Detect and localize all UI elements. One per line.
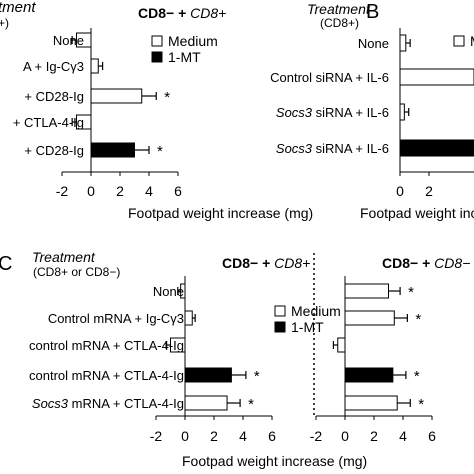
x-tick-label: 6	[428, 428, 436, 444]
bar	[399, 139, 474, 157]
panel-c-treatment-subtitle: (CD8+ or CD8−)	[33, 265, 120, 279]
x-tick-label: -2	[56, 183, 69, 199]
legend-swatch	[274, 321, 286, 333]
x-axis-label: Footpad weight increase (mg)	[360, 205, 474, 221]
legend-label: Medium	[470, 33, 474, 49]
x-tick-label: 2	[116, 183, 124, 199]
bar	[337, 337, 346, 353]
x-tick-label: 0	[181, 428, 189, 444]
bar	[184, 310, 193, 326]
category-label: None	[53, 33, 84, 48]
bar	[344, 283, 389, 299]
x-tick-label: 4	[145, 183, 153, 199]
category-label: Socs3 mRNA + CTLA-4-Ig	[32, 396, 184, 411]
panel-a-header: CD8− + CD8+	[138, 5, 226, 21]
bar	[90, 142, 135, 158]
x-axis-label: Footpad weight increase (mg)	[182, 453, 367, 469]
legend-swatch	[274, 305, 286, 317]
x-tick-label: 2	[210, 428, 218, 444]
legend-swatch	[453, 35, 465, 47]
category-label: Control siRNA + IL-6	[270, 70, 389, 85]
panel-b-treatment-title: Treatment	[307, 1, 371, 17]
panel-b-treatment-subtitle: (CD8+)	[320, 16, 359, 30]
panel-a-treatment-fragment: tment	[0, 0, 36, 16]
legend-label: Medium	[168, 33, 218, 49]
legend-label: 1-MT	[291, 319, 324, 335]
category-label: A + Ig-Cγ3	[23, 59, 84, 74]
panel-c-label: C	[0, 253, 12, 275]
x-tick-label: 2	[425, 183, 433, 199]
significance-star: *	[414, 368, 420, 385]
x-tick-label: 4	[399, 428, 407, 444]
category-label: + CD28-Ig	[24, 143, 84, 158]
bar	[344, 310, 395, 326]
category-label: Socs3 siRNA + IL-6	[276, 105, 389, 120]
x-tick-label: 4	[239, 428, 247, 444]
legend-swatch	[151, 51, 163, 63]
significance-star: *	[157, 143, 163, 160]
category-label: control mRNA + CTLA-4-Ig	[29, 338, 184, 353]
bar	[399, 103, 405, 121]
bar	[399, 34, 407, 52]
x-axis-label: Footpad weight increase (mg)	[128, 205, 313, 221]
bar	[399, 68, 474, 86]
bar	[90, 58, 99, 74]
panel-c-treatment-title: Treatment	[32, 249, 96, 265]
panel-b-label: B	[366, 1, 379, 23]
x-tick-label: -2	[310, 428, 323, 444]
x-tick-label: -2	[150, 428, 163, 444]
panel-c-header: CD8− + CD8+	[222, 255, 310, 271]
x-tick-label: 0	[341, 428, 349, 444]
category-label: + CD28-Ig	[24, 89, 84, 104]
x-tick-label: 6	[174, 183, 182, 199]
significance-star: *	[254, 368, 260, 385]
x-tick-label: 0	[87, 183, 95, 199]
legend-swatch	[151, 35, 163, 47]
legend-label: 1-MT	[168, 49, 201, 65]
bar	[344, 367, 394, 383]
legend-label: Medium	[291, 303, 341, 319]
panel-c-right-header: CD8− + CD8−	[382, 255, 470, 271]
x-tick-label: 6	[268, 428, 276, 444]
bar	[90, 88, 143, 104]
category-label: + CTLA-4-Ig	[13, 115, 84, 130]
significance-star: *	[415, 311, 421, 328]
panel-a-subtitle-fragment: +)	[0, 16, 9, 30]
bar	[184, 367, 232, 383]
significance-star: *	[408, 284, 414, 301]
category-label: None	[358, 36, 389, 51]
bar	[344, 395, 398, 411]
category-label: Socs3 siRNA + IL-6	[276, 141, 389, 156]
category-label: Control mRNA + Ig-Cγ3	[48, 311, 184, 326]
chart-marks: -2 0 2 4 6 Footpad weight increase (mg) None A …	[13, 28, 474, 469]
bar	[184, 395, 228, 411]
significance-star: *	[164, 89, 170, 106]
significance-star: *	[248, 396, 254, 413]
x-tick-label: 0	[396, 183, 404, 199]
significance-star: *	[418, 396, 424, 413]
x-tick-label: 2	[370, 428, 378, 444]
category-label: None	[153, 284, 184, 299]
category-label: control mRNA + CTLA-4-Ig	[29, 368, 184, 383]
